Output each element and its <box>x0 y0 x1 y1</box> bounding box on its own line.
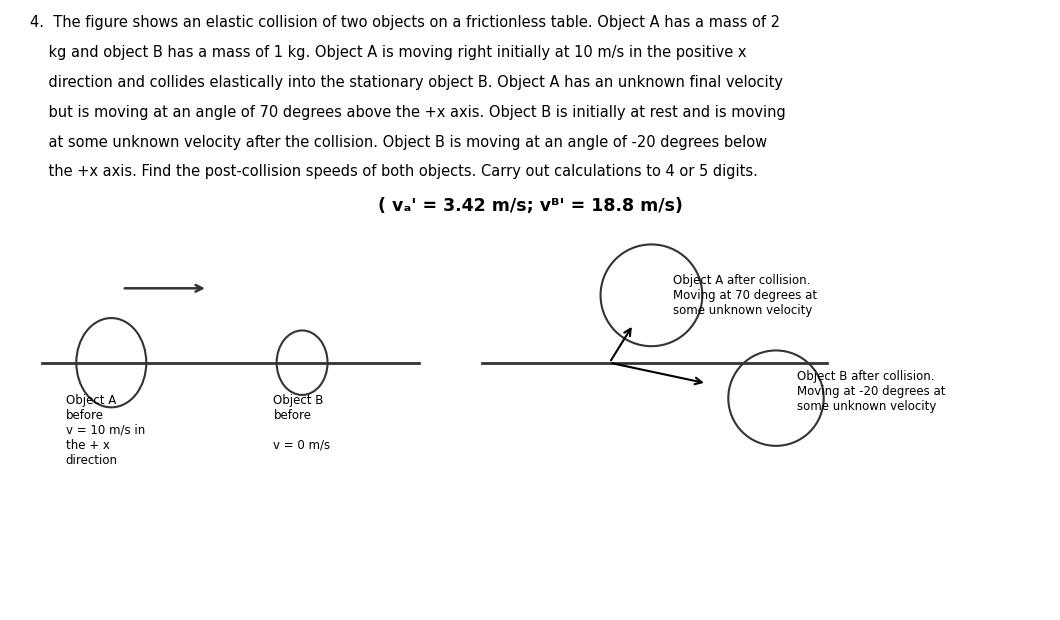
Text: 4.  The figure shows an elastic collision of two objects on a frictionless table: 4. The figure shows an elastic collision… <box>30 16 780 30</box>
Text: Object B after collision.
Moving at -20 degrees at
some unknown velocity: Object B after collision. Moving at -20 … <box>797 370 946 414</box>
Text: Object A
before
v = 10 m/s in
the + x
direction: Object A before v = 10 m/s in the + x di… <box>66 394 145 467</box>
Text: the +x axis. Find the post-collision speeds of both objects. Carry out calculati: the +x axis. Find the post-collision spe… <box>30 164 758 179</box>
Text: at some unknown velocity after the collision. Object B is moving at an angle of : at some unknown velocity after the colli… <box>30 135 766 149</box>
Text: Object B
before

v = 0 m/s: Object B before v = 0 m/s <box>273 394 331 452</box>
Text: Object A after collision.
Moving at 70 degrees at
some unknown velocity: Object A after collision. Moving at 70 d… <box>673 274 817 317</box>
Text: kg and object B has a mass of 1 kg. Object A is moving right initially at 10 m/s: kg and object B has a mass of 1 kg. Obje… <box>30 45 746 60</box>
Text: direction and collides elastically into the stationary object B. Object A has an: direction and collides elastically into … <box>30 75 782 90</box>
Text: ( vₐ' = 3.42 m/s; vᴮ' = 18.8 m/s): ( vₐ' = 3.42 m/s; vᴮ' = 18.8 m/s) <box>377 197 683 215</box>
Text: but is moving at an angle of 70 degrees above the +x axis. Object B is initially: but is moving at an angle of 70 degrees … <box>30 105 785 120</box>
